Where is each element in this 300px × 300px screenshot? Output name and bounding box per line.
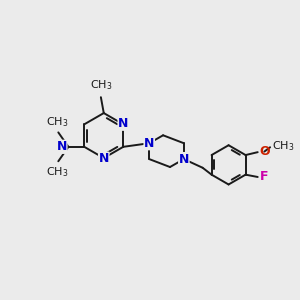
Text: N: N bbox=[118, 117, 128, 130]
Text: CH$_3$: CH$_3$ bbox=[46, 115, 69, 129]
Text: N: N bbox=[144, 137, 154, 150]
Text: N: N bbox=[179, 153, 189, 166]
Text: CH$_3$: CH$_3$ bbox=[46, 165, 69, 178]
Text: O: O bbox=[259, 145, 270, 158]
Text: F: F bbox=[260, 170, 268, 184]
Text: N: N bbox=[99, 152, 109, 165]
Text: CH$_3$: CH$_3$ bbox=[272, 139, 294, 153]
Text: CH$_3$: CH$_3$ bbox=[90, 79, 112, 92]
Text: N: N bbox=[57, 140, 67, 153]
